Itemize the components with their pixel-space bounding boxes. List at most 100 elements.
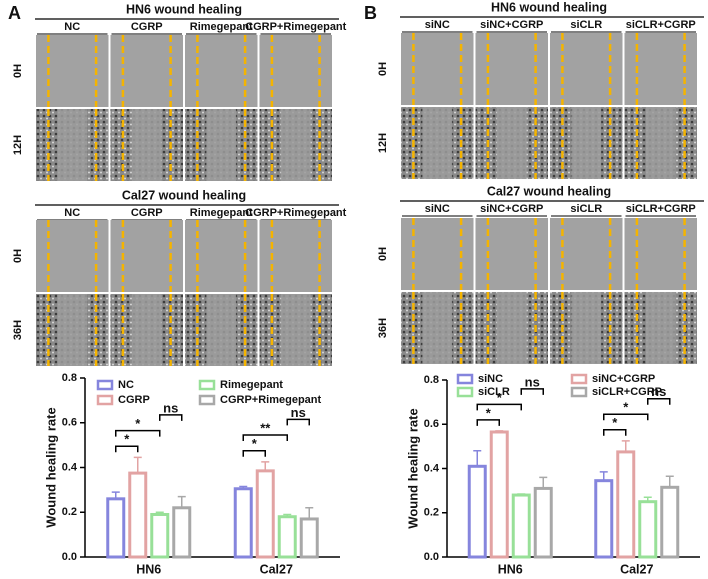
- y-tick-label: 0.0: [62, 551, 77, 563]
- column-label: siNC: [425, 19, 450, 31]
- wound-gap: [571, 107, 602, 179]
- x-tick-label: HN6: [498, 562, 523, 576]
- legend-label: CGRP+Rimegepant: [220, 394, 321, 406]
- row-label: 0H: [377, 247, 389, 261]
- significance-label: ns: [651, 384, 666, 399]
- wound-gap: [645, 107, 676, 179]
- column-label: CGRP+Rimegepant: [245, 21, 346, 33]
- significance-label: **: [260, 420, 271, 435]
- legend-label: siNC: [478, 373, 503, 385]
- micrograph: [110, 220, 183, 292]
- bar: [277, 515, 297, 559]
- bar: [533, 486, 553, 559]
- column-label: siNC+CGRP: [480, 203, 543, 215]
- legend-swatch: [96, 394, 114, 406]
- legend-swatch: [198, 379, 216, 391]
- significance-label: *: [252, 436, 258, 451]
- wound-gap: [280, 294, 311, 366]
- significance-label: ns: [291, 405, 306, 420]
- micrograph: [259, 220, 332, 292]
- legend-swatch: [456, 386, 474, 398]
- wound-gap: [422, 292, 453, 364]
- column-label: siNC: [425, 203, 450, 215]
- significance-bracket: [115, 429, 161, 437]
- error-bar: [283, 513, 292, 517]
- micrograph: [401, 218, 474, 290]
- error-bar: [665, 475, 674, 488]
- column-label: siCLR+CGRP: [626, 19, 696, 31]
- significance-bracket: [520, 388, 544, 395]
- significance-label: *: [497, 390, 503, 405]
- error-bar: [155, 511, 164, 515]
- row-label: 0H: [12, 249, 24, 263]
- wound-gap: [131, 109, 162, 181]
- error-bar: [517, 493, 526, 496]
- section-title: HN6 wound healing: [491, 0, 607, 14]
- legend-swatch: [96, 379, 114, 391]
- significance-label: ns: [525, 374, 540, 389]
- y-tick-label: 0.2: [424, 507, 439, 519]
- micrograph: [624, 218, 697, 290]
- bar: [660, 485, 680, 559]
- error-bar: [539, 476, 548, 489]
- error-bar: [239, 485, 248, 489]
- y-axis-label: Wound healing rate: [405, 408, 420, 528]
- bar: [299, 517, 319, 559]
- error-bar: [177, 495, 186, 508]
- legend-swatch: [456, 373, 474, 385]
- bar: [511, 493, 531, 559]
- significance-bracket: [242, 449, 266, 457]
- row-label: 12H: [377, 133, 389, 153]
- micrograph: [475, 33, 548, 105]
- micrograph: [185, 35, 258, 107]
- significance-label: *: [135, 416, 141, 431]
- significance-bracket: [603, 413, 649, 421]
- y-tick-label: 0.2: [62, 506, 77, 518]
- error-bar: [643, 496, 652, 502]
- wound-gap: [645, 292, 676, 364]
- legend-label: CGRP: [118, 394, 150, 406]
- significance-label: *: [486, 405, 492, 420]
- error-bar: [305, 507, 314, 519]
- micrograph: [259, 35, 332, 107]
- bar: [233, 487, 253, 559]
- x-tick-label: HN6: [136, 562, 161, 576]
- wound-gap: [571, 292, 602, 364]
- column-label: CGRP+Rimegepant: [245, 207, 346, 219]
- bar: [128, 471, 148, 559]
- significance-label: *: [612, 415, 618, 430]
- x-tick-label: Cal27: [620, 562, 653, 576]
- wound-gap: [57, 109, 88, 181]
- column-label: CGRP: [131, 207, 163, 219]
- column-label: NC: [64, 21, 80, 33]
- y-tick-label: 0.4: [62, 461, 78, 473]
- row-label: 0H: [12, 64, 24, 78]
- legend-label: NC: [118, 379, 134, 391]
- bar: [467, 464, 487, 559]
- column-label: NC: [64, 207, 80, 219]
- micrograph: [110, 35, 183, 107]
- micrograph: [475, 218, 548, 290]
- micrograph: [36, 220, 109, 292]
- column-label: Rimegepant: [190, 207, 253, 219]
- legend-label: siCLR: [478, 386, 510, 398]
- bar: [106, 497, 126, 559]
- y-tick-label: 0.6: [62, 417, 77, 429]
- error-bar: [261, 461, 270, 471]
- bar: [638, 500, 658, 559]
- significance-bracket: [603, 429, 627, 436]
- column-label: siNC+CGRP: [480, 19, 543, 31]
- micrograph: [185, 220, 258, 292]
- significance-bracket: [476, 403, 522, 411]
- significance-bracket: [115, 445, 139, 453]
- legend-label: Rimegepant: [220, 379, 283, 391]
- y-tick-label: 0.6: [424, 418, 439, 430]
- error-bar: [133, 456, 142, 474]
- wound-gap: [422, 107, 453, 179]
- section-title: HN6 wound healing: [126, 2, 242, 16]
- micrograph: [550, 33, 623, 105]
- bar: [172, 506, 192, 559]
- column-label: siCLR: [570, 203, 602, 215]
- bar: [616, 450, 636, 559]
